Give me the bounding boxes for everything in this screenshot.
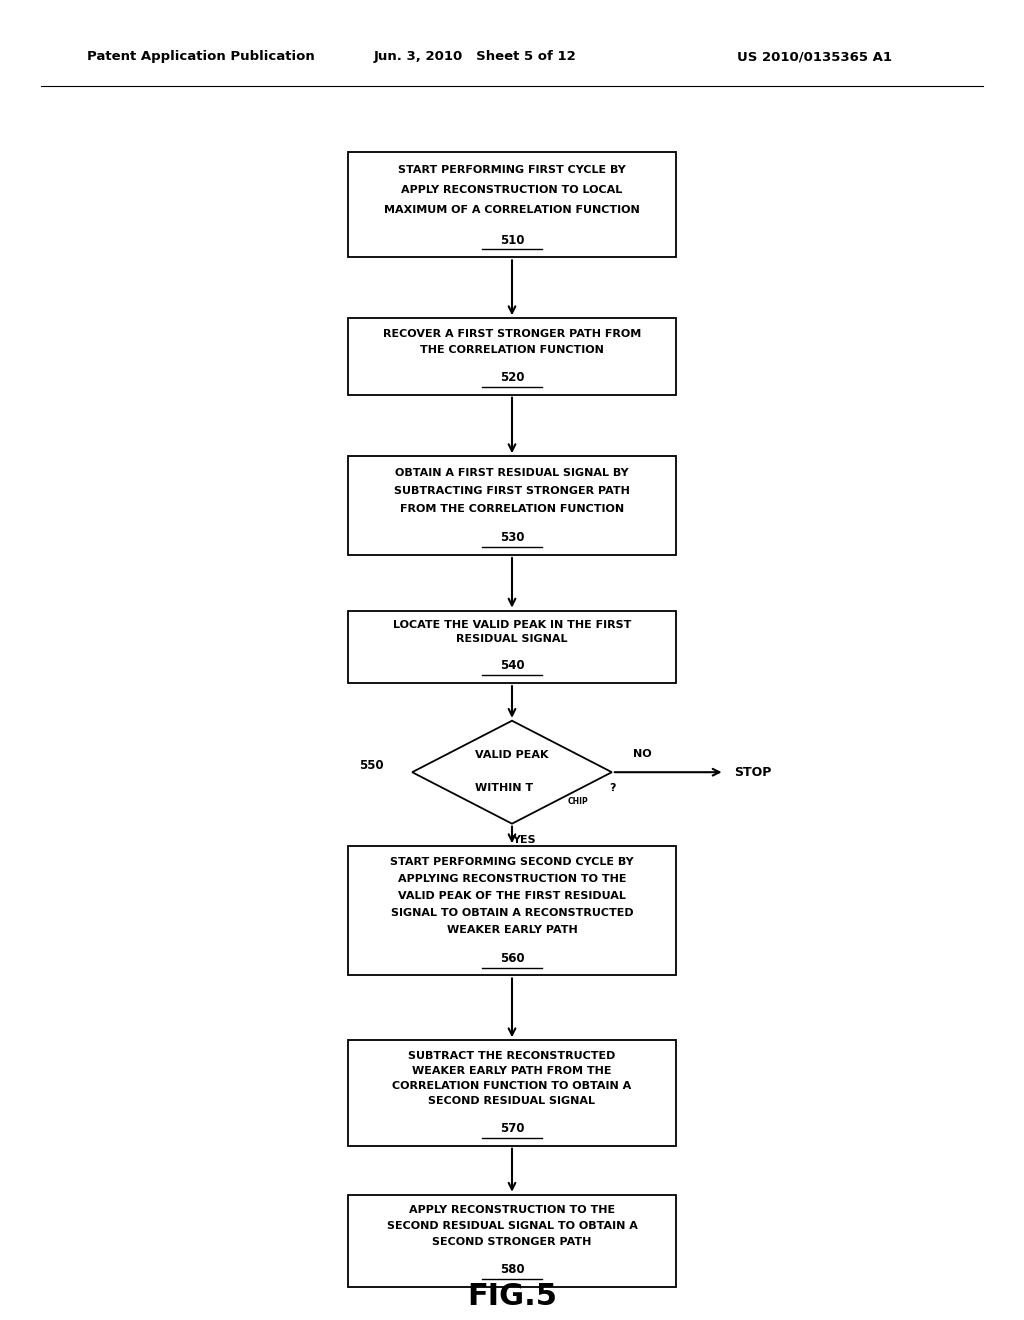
Text: YES: YES xyxy=(512,834,537,845)
Text: FIG.5: FIG.5 xyxy=(467,1282,557,1311)
Text: ?: ? xyxy=(609,783,615,793)
Text: 540: 540 xyxy=(500,660,524,672)
Text: 560: 560 xyxy=(500,952,524,965)
Polygon shape xyxy=(412,721,612,824)
Text: RECOVER A FIRST STRONGER PATH FROM: RECOVER A FIRST STRONGER PATH FROM xyxy=(383,329,641,339)
Text: APPLYING RECONSTRUCTION TO THE: APPLYING RECONSTRUCTION TO THE xyxy=(397,874,627,884)
Text: APPLY RECONSTRUCTION TO THE: APPLY RECONSTRUCTION TO THE xyxy=(409,1205,615,1216)
Text: APPLY RECONSTRUCTION TO LOCAL: APPLY RECONSTRUCTION TO LOCAL xyxy=(401,185,623,195)
Text: 580: 580 xyxy=(500,1263,524,1276)
Bar xyxy=(348,455,676,554)
Text: 530: 530 xyxy=(500,532,524,544)
Text: SUBTRACT THE RECONSTRUCTED: SUBTRACT THE RECONSTRUCTED xyxy=(409,1051,615,1061)
Bar xyxy=(348,318,676,395)
Text: CORRELATION FUNCTION TO OBTAIN A: CORRELATION FUNCTION TO OBTAIN A xyxy=(392,1081,632,1092)
Bar xyxy=(348,1195,676,1287)
Text: SIGNAL TO OBTAIN A RECONSTRUCTED: SIGNAL TO OBTAIN A RECONSTRUCTED xyxy=(391,908,633,919)
Bar xyxy=(348,610,676,684)
Text: SECOND STRONGER PATH: SECOND STRONGER PATH xyxy=(432,1237,592,1247)
Text: US 2010/0135365 A1: US 2010/0135365 A1 xyxy=(737,50,892,63)
Text: NO: NO xyxy=(633,748,652,759)
Text: Patent Application Publication: Patent Application Publication xyxy=(87,50,314,63)
Text: SECOND RESIDUAL SIGNAL: SECOND RESIDUAL SIGNAL xyxy=(428,1096,596,1106)
Text: SECOND RESIDUAL SIGNAL TO OBTAIN A: SECOND RESIDUAL SIGNAL TO OBTAIN A xyxy=(387,1221,637,1232)
Bar xyxy=(348,152,676,257)
Text: 510: 510 xyxy=(500,234,524,247)
Bar xyxy=(348,846,676,975)
Text: WEAKER EARLY PATH: WEAKER EARLY PATH xyxy=(446,925,578,935)
Text: THE CORRELATION FUNCTION: THE CORRELATION FUNCTION xyxy=(420,345,604,355)
Text: STOP: STOP xyxy=(734,766,772,779)
Text: Jun. 3, 2010   Sheet 5 of 12: Jun. 3, 2010 Sheet 5 of 12 xyxy=(374,50,577,63)
Text: VALID PEAK OF THE FIRST RESIDUAL: VALID PEAK OF THE FIRST RESIDUAL xyxy=(398,891,626,902)
Text: RESIDUAL SIGNAL: RESIDUAL SIGNAL xyxy=(457,634,567,644)
Text: CHIP: CHIP xyxy=(567,797,588,805)
Text: FROM THE CORRELATION FUNCTION: FROM THE CORRELATION FUNCTION xyxy=(400,504,624,513)
Text: SUBTRACTING FIRST STRONGER PATH: SUBTRACTING FIRST STRONGER PATH xyxy=(394,486,630,496)
Text: VALID PEAK: VALID PEAK xyxy=(475,750,549,760)
Text: START PERFORMING SECOND CYCLE BY: START PERFORMING SECOND CYCLE BY xyxy=(390,858,634,867)
Text: MAXIMUM OF A CORRELATION FUNCTION: MAXIMUM OF A CORRELATION FUNCTION xyxy=(384,206,640,215)
Text: LOCATE THE VALID PEAK IN THE FIRST: LOCATE THE VALID PEAK IN THE FIRST xyxy=(393,620,631,631)
Text: 570: 570 xyxy=(500,1122,524,1135)
Bar xyxy=(348,1040,676,1146)
Text: 550: 550 xyxy=(358,759,384,772)
Text: START PERFORMING FIRST CYCLE BY: START PERFORMING FIRST CYCLE BY xyxy=(398,165,626,174)
Text: WITHIN T: WITHIN T xyxy=(475,783,532,793)
Text: OBTAIN A FIRST RESIDUAL SIGNAL BY: OBTAIN A FIRST RESIDUAL SIGNAL BY xyxy=(395,469,629,478)
Text: WEAKER EARLY PATH FROM THE: WEAKER EARLY PATH FROM THE xyxy=(413,1065,611,1076)
Text: 520: 520 xyxy=(500,371,524,384)
